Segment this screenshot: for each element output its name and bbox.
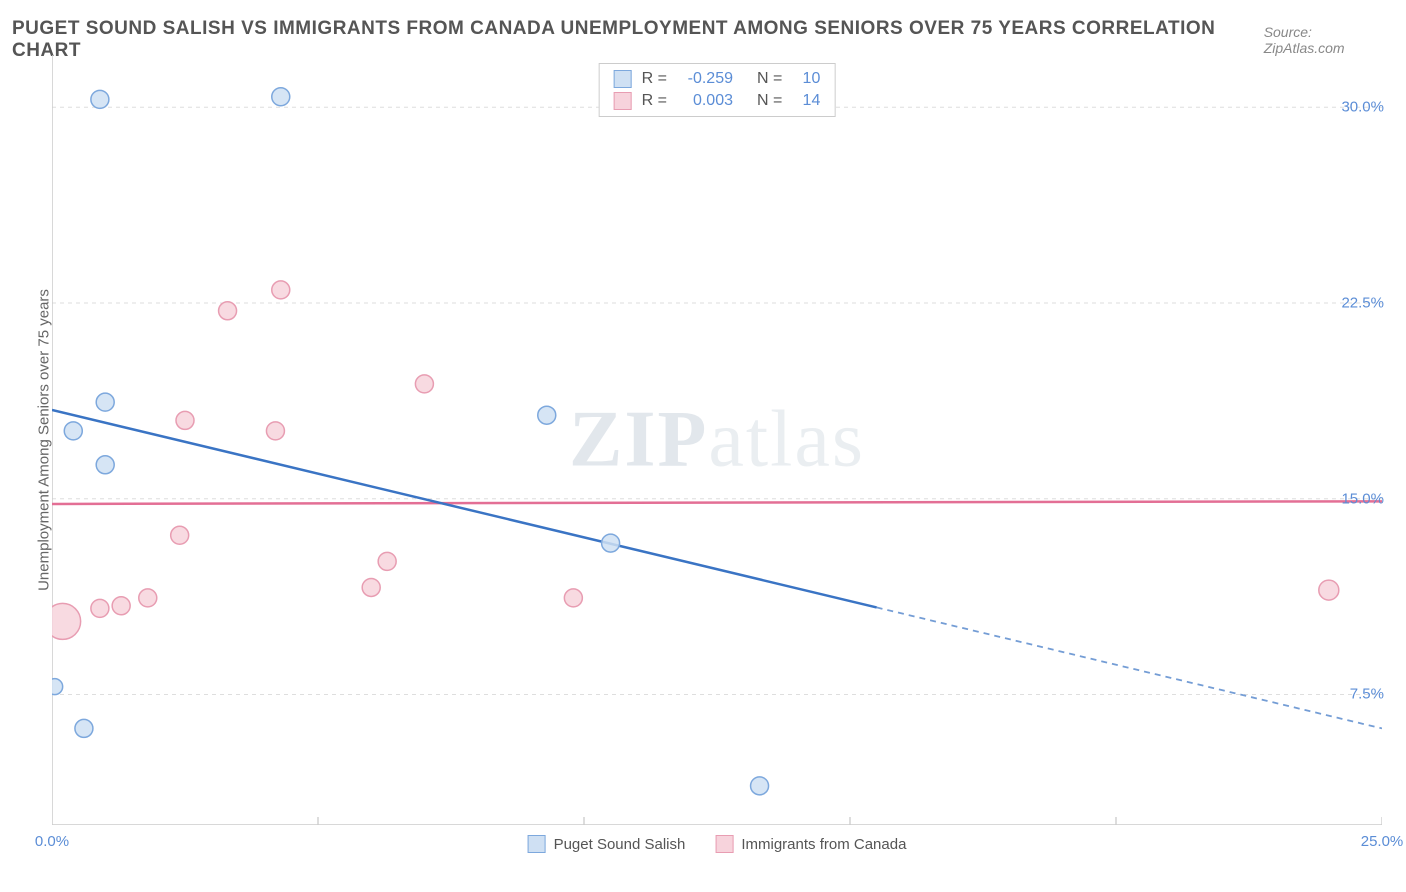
y-tick-label: 7.5% (1350, 686, 1384, 703)
legend-swatch (614, 70, 632, 88)
legend-stat-row: R = -0.259 N = 10 (614, 68, 821, 90)
x-tick-label: 0.0% (35, 833, 69, 850)
legend-r-label: R = (642, 92, 667, 110)
scatter-plot (52, 55, 1382, 825)
y-tick-label: 30.0% (1341, 99, 1384, 116)
legend-n-label: N = (757, 92, 782, 110)
source-attribution: Source: ZipAtlas.com (1264, 24, 1394, 56)
legend-n-value: 14 (792, 92, 820, 110)
x-tick-label: 25.0% (1361, 833, 1404, 850)
y-tick-label: 15.0% (1341, 490, 1384, 507)
legend-item: Immigrants from Canada (715, 835, 906, 853)
legend-stat-row: R = 0.003 N = 14 (614, 90, 821, 112)
legend-label: Puget Sound Salish (554, 836, 686, 853)
legend-swatch (715, 835, 733, 853)
legend-n-value: 10 (792, 70, 820, 88)
correlation-legend: R = -0.259 N = 10 R = 0.003 N = 14 (599, 63, 836, 117)
legend-swatch (528, 835, 546, 853)
legend-swatch (614, 92, 632, 110)
chart-area: Unemployment Among Seniors over 75 years… (52, 55, 1382, 825)
legend-r-value: -0.259 (677, 70, 733, 88)
y-axis-title: Unemployment Among Seniors over 75 years (36, 289, 53, 591)
legend-r-value: 0.003 (677, 92, 733, 110)
legend-r-label: R = (642, 70, 667, 88)
y-tick-label: 22.5% (1341, 294, 1384, 311)
legend-n-label: N = (757, 70, 782, 88)
legend-item: Puget Sound Salish (528, 835, 686, 853)
series-legend: Puget Sound Salish Immigrants from Canada (528, 835, 907, 853)
legend-label: Immigrants from Canada (741, 836, 906, 853)
